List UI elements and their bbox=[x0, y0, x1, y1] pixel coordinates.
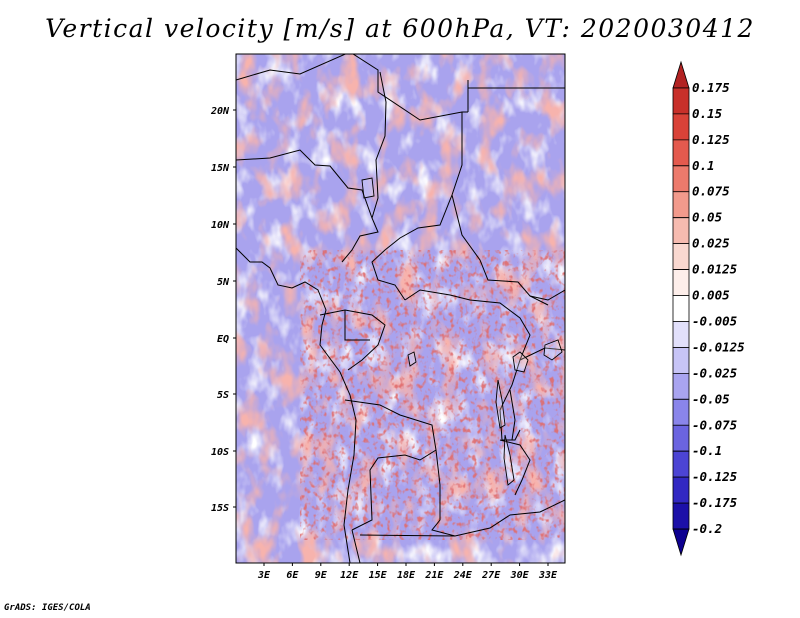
lon-label: 30E bbox=[510, 570, 530, 581]
colorbar-segment bbox=[672, 398, 690, 426]
colorbar-label: -0.1 bbox=[692, 443, 722, 458]
lon-label: 6E bbox=[286, 570, 299, 581]
colorbar-segment bbox=[672, 528, 690, 557]
latitude-ticks: 20N 15N 10N 5N EQ 5S 10S 15S bbox=[210, 106, 236, 514]
colorbar-segment bbox=[672, 87, 690, 115]
software-credit: GrADS: IGES/COLA bbox=[4, 603, 91, 613]
map-field-convective bbox=[300, 250, 565, 540]
lon-label: 3E bbox=[257, 570, 271, 581]
lat-label: 15S bbox=[211, 503, 229, 514]
lon-label: 33E bbox=[538, 570, 558, 581]
colorbar-segment bbox=[672, 476, 690, 504]
colorbar-label: 0.1 bbox=[692, 158, 715, 173]
colorbar-label: -0.125 bbox=[692, 469, 738, 484]
lon-label: 15E bbox=[369, 570, 388, 581]
colorbar-label: 0.125 bbox=[692, 132, 730, 147]
colorbar-segment bbox=[672, 321, 690, 348]
lat-label: 10S bbox=[211, 447, 229, 458]
map-frame bbox=[235, 53, 566, 564]
colorbar-segment bbox=[672, 424, 690, 452]
colorbar-label: -0.2 bbox=[692, 521, 722, 536]
map-plot-area bbox=[236, 54, 565, 563]
colorbar-segment bbox=[672, 295, 690, 322]
lon-label: 9E bbox=[315, 570, 328, 581]
colorbar-label: 0.15 bbox=[692, 106, 723, 121]
lat-label: 5N bbox=[217, 277, 230, 288]
colorbar-segment bbox=[672, 269, 690, 296]
colorbar-segment bbox=[672, 191, 690, 219]
colorbar-segment bbox=[672, 502, 690, 530]
colorbar-label: 0.075 bbox=[692, 184, 730, 199]
lon-label: 27E bbox=[481, 570, 501, 581]
lakes bbox=[361, 177, 563, 486]
lat-label: EQ bbox=[217, 334, 229, 345]
colorbar-segment bbox=[672, 139, 690, 167]
lat-label: 15N bbox=[211, 163, 230, 174]
colorbar-label: -0.075 bbox=[692, 417, 738, 432]
colorbar-label: -0.005 bbox=[692, 313, 738, 328]
colorbar-segment bbox=[672, 450, 690, 478]
colorbar-segment bbox=[672, 372, 690, 400]
colorbar-label: 0.005 bbox=[692, 288, 730, 303]
colorbar-segment bbox=[672, 217, 690, 245]
colorbar: 0.175 0.15 0.125 0.1 0.075 0.05 0.025 0.0125 0.0… bbox=[672, 60, 745, 557]
colorbar-label: 0.05 bbox=[692, 210, 723, 225]
colorbar-segment bbox=[672, 113, 690, 141]
chart-title: Vertical velocity [m/s] at 600hPa, VT: 2… bbox=[45, 14, 755, 43]
colorbar-segment bbox=[672, 347, 690, 374]
lat-label: 5S bbox=[217, 390, 229, 401]
lon-label: 24E bbox=[453, 570, 473, 581]
lat-label: 20N bbox=[210, 106, 230, 117]
colorbar-segment bbox=[672, 243, 690, 270]
lon-label: 12E bbox=[340, 570, 359, 581]
longitude-ticks: 3E 6E 9E 12E 15E 18E 21E 24E 27E 30E 33E bbox=[257, 563, 558, 581]
colorbar-label: -0.025 bbox=[692, 365, 738, 380]
lon-label: 21E bbox=[424, 570, 444, 581]
country-borders bbox=[236, 54, 565, 563]
colorbar-label: -0.175 bbox=[692, 495, 738, 510]
colorbar-label: -0.0125 bbox=[692, 339, 745, 354]
colorbar-segment bbox=[672, 165, 690, 193]
lon-label: 18E bbox=[397, 570, 416, 581]
colorbar-label: -0.05 bbox=[692, 391, 730, 406]
colorbar-label: 0.0125 bbox=[692, 262, 738, 277]
colorbar-segment bbox=[672, 60, 690, 89]
lat-label: 10N bbox=[211, 220, 230, 231]
colorbar-label: 0.025 bbox=[692, 236, 730, 251]
colorbar-label: 0.175 bbox=[692, 80, 730, 95]
